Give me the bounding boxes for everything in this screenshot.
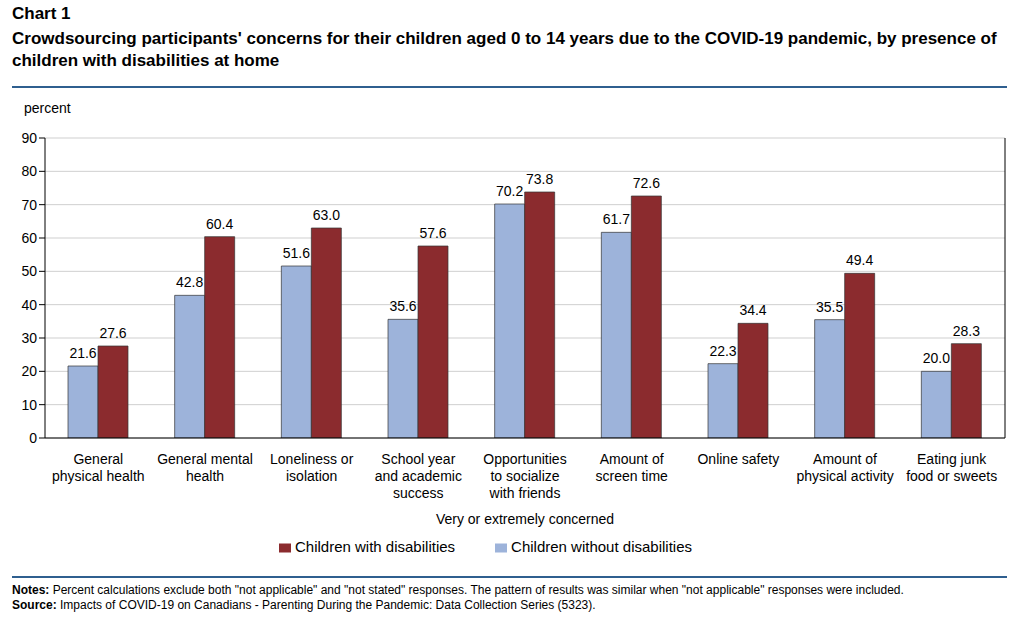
svg-text:70.2: 70.2 xyxy=(496,183,523,199)
svg-text:60: 60 xyxy=(21,230,37,246)
svg-text:27.6: 27.6 xyxy=(99,325,126,341)
svg-text:34.4: 34.4 xyxy=(739,302,766,318)
svg-text:Loneliness orisolation: Loneliness orisolation xyxy=(270,451,354,484)
svg-text:Generalphysical health: Generalphysical health xyxy=(52,451,145,484)
svg-text:30: 30 xyxy=(21,330,37,346)
svg-text:42.8: 42.8 xyxy=(176,274,203,290)
svg-text:Very or extremely concerned: Very or extremely concerned xyxy=(436,511,614,527)
svg-text:51.6: 51.6 xyxy=(283,245,310,261)
html-text:Chart 1: Chart 1 xyxy=(12,4,71,23)
html-text:Children with disabilities: Children with disabilities xyxy=(295,538,456,555)
svg-text:90: 90 xyxy=(21,130,37,146)
svg-text:70: 70 xyxy=(21,197,37,213)
html-text:percent: percent xyxy=(24,100,71,116)
svg-text:Opportunitiesto socializewith: Opportunitiesto socializewith friends xyxy=(483,451,566,501)
svg-text:Amount ofphysical activity: Amount ofphysical activity xyxy=(796,451,893,484)
svg-text:35.5: 35.5 xyxy=(816,299,843,315)
svg-text:61.7: 61.7 xyxy=(603,211,630,227)
svg-text:General mentalhealth: General mentalhealth xyxy=(157,451,253,484)
svg-text:63.0: 63.0 xyxy=(313,207,340,223)
svg-text:0: 0 xyxy=(29,430,37,446)
html-text:Notes: Percent calculations ex: Notes: Percent calculations exclude both… xyxy=(12,583,904,597)
svg-text:40: 40 xyxy=(21,297,37,313)
svg-text:Amount ofscreen time: Amount ofscreen time xyxy=(595,451,668,484)
svg-text:35.6: 35.6 xyxy=(389,298,416,314)
svg-text:School yearand academicsuccess: School yearand academicsuccess xyxy=(375,451,462,501)
svg-text:80: 80 xyxy=(21,163,37,179)
svg-text:57.6: 57.6 xyxy=(419,225,446,241)
svg-text:20: 20 xyxy=(21,363,37,379)
svg-text:21.6: 21.6 xyxy=(69,345,96,361)
svg-text:28.3: 28.3 xyxy=(953,323,980,339)
svg-text:73.8: 73.8 xyxy=(526,171,553,187)
svg-text:Online safety: Online safety xyxy=(697,451,779,467)
svg-text:49.4: 49.4 xyxy=(846,252,873,268)
html-text:Source: Impacts of COVID-19 on: Source: Impacts of COVID-19 on Canadians… xyxy=(12,598,596,612)
svg-text:72.6: 72.6 xyxy=(633,175,660,191)
svg-text:50: 50 xyxy=(21,263,37,279)
html-text:Children without disabilities: Children without disabilities xyxy=(511,538,692,555)
html-text:Crowdsourcing participants' co: Crowdsourcing participants' concerns for… xyxy=(12,29,997,70)
svg-text:Eating junkfood or sweets: Eating junkfood or sweets xyxy=(906,451,997,484)
svg-text:10: 10 xyxy=(21,397,37,413)
svg-text:20.0: 20.0 xyxy=(923,350,950,366)
svg-text:60.4: 60.4 xyxy=(206,216,233,232)
svg-text:22.3: 22.3 xyxy=(709,343,736,359)
